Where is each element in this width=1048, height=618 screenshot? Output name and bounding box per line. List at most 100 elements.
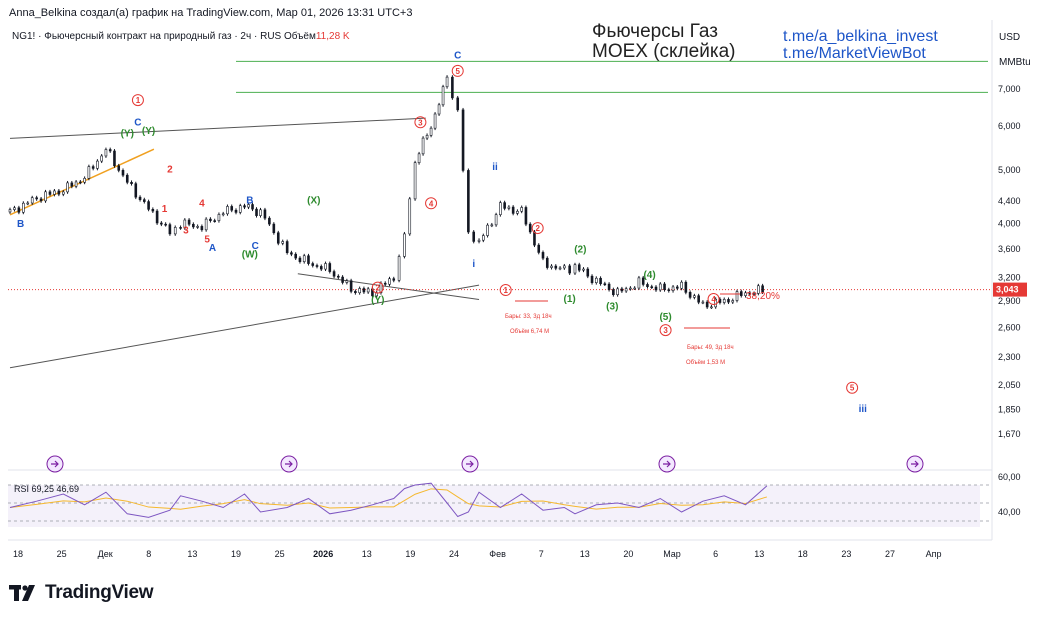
wave-label: 4 bbox=[199, 198, 205, 209]
candle-body bbox=[413, 162, 417, 200]
candle-body bbox=[684, 281, 688, 293]
wave-label: 3 bbox=[183, 226, 189, 237]
time-tick-label: 13 bbox=[580, 549, 590, 559]
wave-label: 3 bbox=[418, 118, 423, 127]
candle-body bbox=[612, 289, 615, 296]
candle-body bbox=[168, 224, 172, 235]
candle-body bbox=[26, 202, 30, 205]
candle-body bbox=[209, 218, 212, 221]
candle-body bbox=[388, 278, 391, 285]
candle-body bbox=[693, 295, 696, 298]
wave-label: 1 bbox=[503, 286, 508, 295]
candle-body bbox=[155, 210, 159, 224]
time-tick-label: 18 bbox=[798, 549, 808, 559]
candle-body bbox=[537, 244, 541, 253]
rsi-ma-line bbox=[9, 488, 768, 510]
wave-label-circle bbox=[131, 94, 144, 107]
candle-body bbox=[173, 227, 177, 235]
candle-body bbox=[650, 286, 654, 288]
candle-body bbox=[48, 191, 52, 195]
wave-label: iii bbox=[859, 404, 868, 415]
candle-body bbox=[688, 292, 692, 298]
telegram-link-bot[interactable]: t.me/MarketViewBot bbox=[783, 45, 926, 62]
chart-author-line: Anna_Belkina создал(а) график на Trading… bbox=[9, 7, 413, 19]
wave-label: B bbox=[246, 196, 253, 207]
chart-note: Объём 1,53 M bbox=[686, 360, 725, 366]
wave-label-circle bbox=[425, 197, 438, 210]
candle-body bbox=[147, 201, 150, 210]
candle-body bbox=[39, 198, 43, 202]
chart-note: Бары: 49, 3д 18ч bbox=[687, 345, 734, 351]
candle-body bbox=[582, 268, 585, 271]
candle-body bbox=[200, 226, 204, 231]
wave-label: (5) bbox=[659, 312, 671, 323]
candle-body bbox=[22, 202, 25, 213]
candle-body bbox=[121, 170, 125, 176]
candle-body bbox=[221, 213, 225, 216]
candle-body bbox=[83, 178, 86, 183]
candle-body bbox=[366, 288, 370, 293]
price-tick-label: 3,200 bbox=[998, 272, 1021, 282]
axis-currency[interactable]: USD MMBtu bbox=[999, 31, 1031, 69]
candle-body bbox=[520, 207, 523, 212]
wave-label: C bbox=[454, 50, 461, 61]
wave-label: (2) bbox=[574, 244, 586, 255]
tradingview-logo[interactable]: TradingView bbox=[9, 582, 154, 604]
candle-body bbox=[345, 280, 349, 283]
candle-body bbox=[757, 285, 760, 294]
candle-body bbox=[259, 209, 262, 216]
price-tick-label: 4,400 bbox=[998, 196, 1021, 206]
candle-body bbox=[671, 286, 675, 291]
candle-body bbox=[499, 202, 502, 216]
candle-body bbox=[701, 301, 705, 304]
candle-body bbox=[554, 265, 558, 269]
candle-body bbox=[183, 219, 187, 229]
candle-body bbox=[697, 295, 700, 303]
candle-body bbox=[349, 280, 353, 292]
tradingview-logo-icon bbox=[9, 585, 35, 601]
symbol-info: NG1! · Фьючерсный контракт на природный … bbox=[12, 31, 350, 42]
candle-body bbox=[586, 268, 590, 277]
candle-body bbox=[722, 299, 726, 303]
candle-body bbox=[53, 190, 56, 195]
candle-body bbox=[238, 205, 242, 213]
rsi-label: RSI 69,25 46,69 bbox=[14, 484, 79, 494]
candle-body bbox=[160, 222, 163, 225]
candle-body bbox=[217, 214, 221, 222]
candle-body bbox=[91, 166, 95, 169]
candle-body bbox=[568, 265, 571, 274]
candle-body bbox=[307, 255, 310, 264]
candle-body bbox=[417, 153, 421, 164]
rsi-line bbox=[9, 482, 768, 518]
time-tick-label: 13 bbox=[187, 549, 197, 559]
candle-body bbox=[276, 232, 280, 244]
volume-value: 11,28 K bbox=[315, 31, 350, 42]
candle-body bbox=[735, 291, 739, 301]
candle-body bbox=[243, 205, 246, 208]
candle-body bbox=[408, 198, 412, 235]
candle-body bbox=[624, 288, 628, 292]
candle-body bbox=[100, 155, 103, 162]
candle-body bbox=[315, 265, 319, 267]
candle-body bbox=[358, 288, 361, 294]
candle-body bbox=[646, 284, 649, 287]
telegram-link-invest[interactable]: t.me/a_belkina_invest bbox=[783, 28, 938, 45]
candle-body bbox=[620, 288, 624, 292]
candle-body bbox=[134, 183, 138, 198]
candle-body bbox=[44, 191, 47, 202]
time-tick-label: Апр bbox=[926, 549, 942, 559]
session-marker-arrow bbox=[285, 460, 293, 468]
candle-body bbox=[445, 76, 449, 88]
candle-body bbox=[641, 277, 645, 285]
overlay-title-line1: Фьючерсы Газ bbox=[592, 21, 718, 42]
candle-body bbox=[477, 239, 481, 242]
wave-label: 5 bbox=[204, 235, 210, 246]
overlay-title: Фьючерсы Газ MOEX (склейка) bbox=[592, 22, 735, 62]
candle-body bbox=[739, 291, 743, 296]
candle-body bbox=[437, 104, 441, 115]
candle-body bbox=[79, 181, 82, 184]
price-tick-label: 5,000 bbox=[998, 165, 1021, 175]
chart-note: 38,20% bbox=[746, 291, 780, 302]
candle-body bbox=[494, 214, 498, 226]
